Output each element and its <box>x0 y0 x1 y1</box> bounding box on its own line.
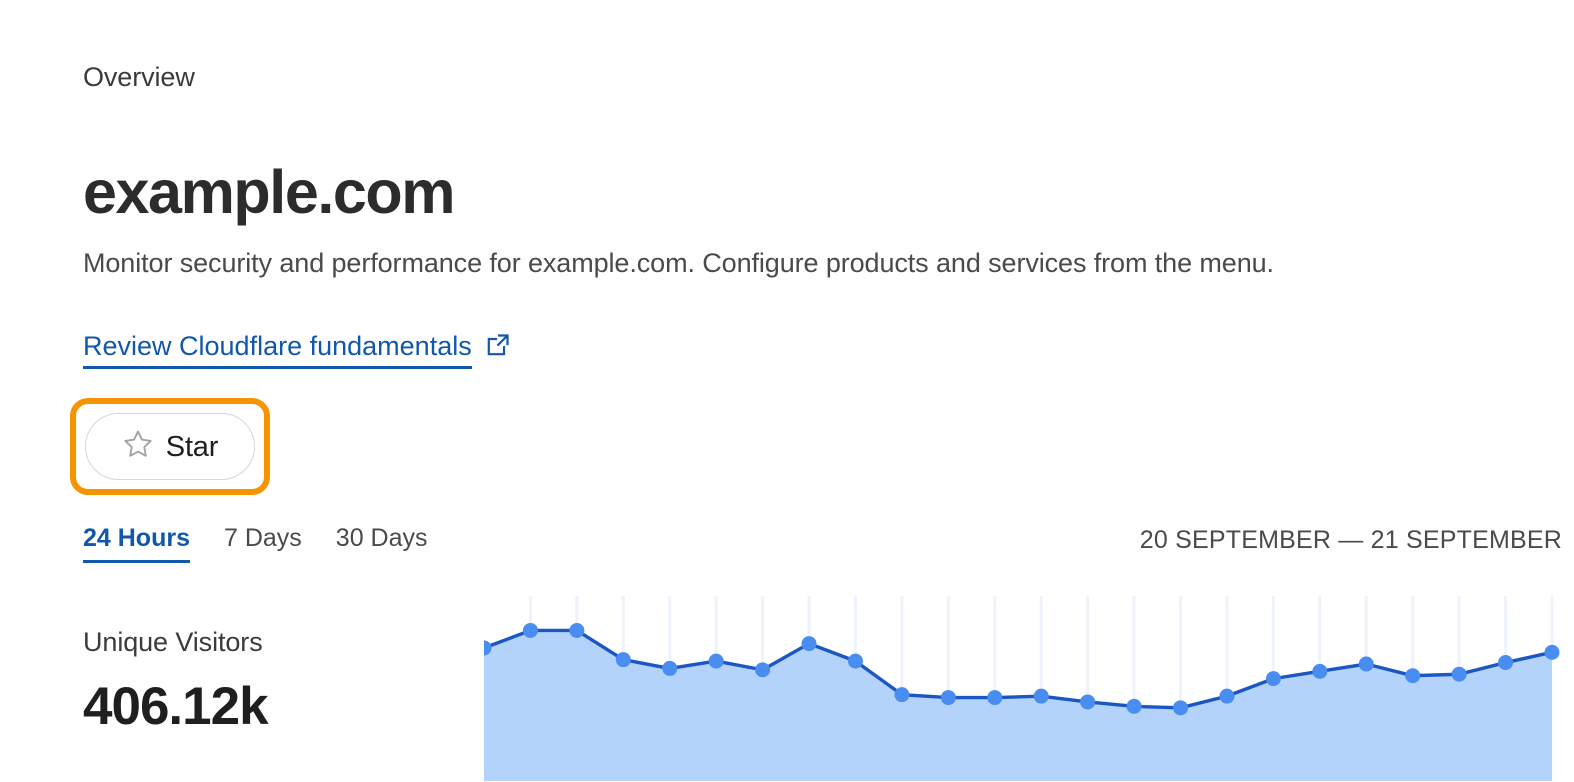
chart-data-point[interactable] <box>1405 668 1421 684</box>
star-outline-icon <box>122 428 154 465</box>
chart-data-point[interactable] <box>987 690 1003 706</box>
chart-data-point[interactable] <box>1451 666 1467 682</box>
review-fundamentals-link[interactable]: Review Cloudflare fundamentals <box>83 328 511 369</box>
chart-gridlines <box>528 596 1554 708</box>
chart-data-point[interactable] <box>1126 698 1142 714</box>
chart-svg <box>484 596 1560 781</box>
chart-data-point[interactable] <box>708 653 724 669</box>
page-title: example.com <box>83 157 456 226</box>
metric-value: 406.12k <box>83 677 269 736</box>
chart-data-point[interactable] <box>940 690 956 706</box>
chart-data-point[interactable] <box>1544 644 1560 660</box>
tab-30-days[interactable]: 30 Days <box>335 524 428 552</box>
star-button-label: Star <box>165 430 219 463</box>
chart-data-point[interactable] <box>755 662 771 678</box>
chart-data-point[interactable] <box>1219 688 1235 704</box>
external-link-icon <box>485 332 511 363</box>
review-fundamentals-link-label[interactable]: Review Cloudflare fundamentals <box>83 328 472 369</box>
chart-area-fill-extension <box>484 755 1552 781</box>
chart-data-point[interactable] <box>1033 688 1049 704</box>
tab-24-hours[interactable]: 24 Hours <box>83 522 190 563</box>
chart-data-point[interactable] <box>1080 694 1096 710</box>
chart-data-point[interactable] <box>484 640 492 656</box>
date-range-label: 20 SEPTEMBER — 21 SEPTEMBER <box>1139 526 1562 554</box>
page-description: Monitor security and performance for exa… <box>83 248 1274 278</box>
chart-data-point[interactable] <box>847 653 863 669</box>
chart-data-point[interactable] <box>1498 655 1514 671</box>
chart-data-points <box>484 622 1560 716</box>
unique-visitors-area-chart[interactable] <box>484 588 1574 782</box>
star-button[interactable]: Star <box>85 413 255 480</box>
chart-data-point[interactable] <box>662 660 678 676</box>
chart-data-point[interactable] <box>801 636 817 652</box>
chart-data-point[interactable] <box>1312 663 1328 679</box>
chart-data-point[interactable] <box>894 687 910 703</box>
chart-data-point[interactable] <box>1173 700 1189 716</box>
chart-data-point[interactable] <box>569 622 585 638</box>
chart-data-point[interactable] <box>522 622 538 638</box>
chart-data-point[interactable] <box>1358 656 1374 672</box>
metric-label: Unique Visitors <box>83 627 263 657</box>
time-range-tabs[interactable]: 24 Hours 7 Days 30 Days <box>83 522 428 563</box>
chart-data-point[interactable] <box>1265 671 1281 687</box>
chart-data-point[interactable] <box>615 652 631 668</box>
page-eyebrow: Overview <box>83 62 195 92</box>
chart-area-fill <box>484 630 1552 756</box>
tab-7-days[interactable]: 7 Days <box>223 524 302 552</box>
chart-line <box>484 628 1554 710</box>
